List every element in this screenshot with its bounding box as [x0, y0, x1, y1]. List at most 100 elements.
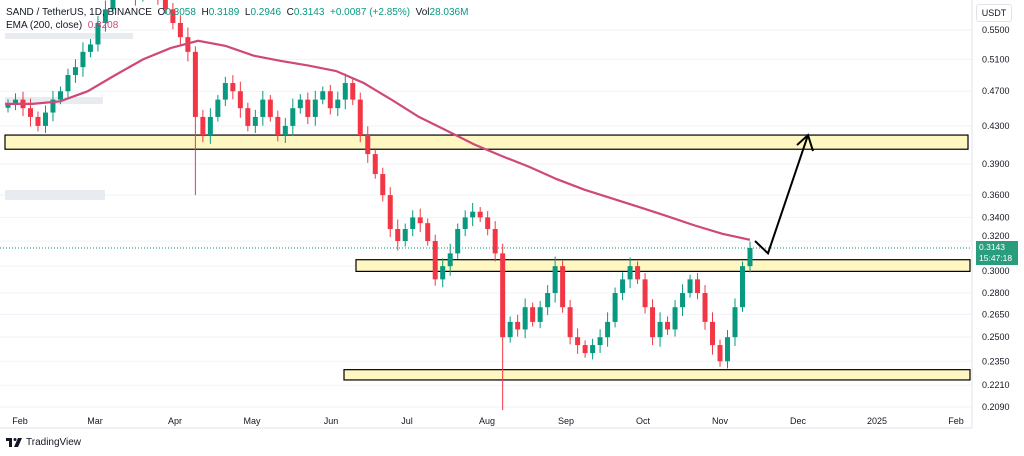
candle-body [170, 9, 176, 23]
x-tick-label: 2025 [867, 416, 887, 426]
y-tick-label: 0.2350 [982, 356, 1010, 366]
candle-body [545, 293, 551, 308]
y-tick-label: 0.5100 [982, 54, 1010, 64]
candle-body [530, 307, 536, 322]
candle-body [470, 211, 476, 218]
candle-body [440, 266, 446, 280]
x-tick-label: May [243, 416, 261, 426]
candle-body [410, 217, 416, 230]
low-label: L [244, 7, 251, 18]
candle-body [252, 116, 258, 126]
y-tick-label: 0.3200 [982, 231, 1010, 241]
x-tick-label: Feb [12, 416, 28, 426]
open-value: 0.3058 [165, 7, 196, 18]
candle-body [747, 248, 753, 267]
candle-body [665, 321, 671, 330]
candle-body [290, 108, 296, 126]
candle-body [177, 22, 183, 38]
candle-body [380, 174, 386, 196]
x-tick-label: Oct [636, 416, 651, 426]
candle-body [485, 217, 491, 230]
ema-label[interactable]: EMA (200, close) [6, 20, 83, 31]
candle-body [635, 266, 641, 280]
candle-body [312, 99, 318, 117]
y-tick-label: 0.3600 [982, 190, 1010, 200]
candle-body [275, 116, 281, 136]
brand-name: TradingView [26, 437, 82, 448]
y-tick-label: 0.3400 [982, 212, 1010, 222]
candle-body [335, 99, 341, 109]
candle-body [717, 345, 723, 362]
candle-body [237, 91, 243, 109]
x-tick-label: Nov [712, 416, 729, 426]
x-tick-label: Sep [558, 416, 574, 426]
candle-body [605, 321, 611, 338]
open-label: O [157, 7, 166, 18]
high-value: 0.3189 [208, 7, 240, 18]
chart-legend: SAND / TetherUS, 1D, BINANCE O0.3058 H0.… [6, 6, 468, 32]
candle-body [725, 337, 731, 362]
candle-body [12, 99, 18, 104]
tradingview-logo[interactable]: TradingView [6, 437, 81, 448]
y-tick-label: 0.2210 [982, 380, 1010, 390]
candle-body [245, 108, 251, 126]
plot-area [0, 0, 972, 410]
candle-body [740, 266, 746, 308]
candle-body [327, 91, 333, 109]
candle-body [447, 253, 453, 267]
close-label: C [286, 7, 294, 18]
tradingview-logo-icon [6, 438, 22, 447]
y-tick-label: 0.2800 [982, 288, 1010, 298]
candle-body [710, 321, 716, 346]
candle-body [680, 293, 686, 308]
candle-body [462, 217, 468, 230]
y-tick-label: 0.4300 [982, 121, 1010, 131]
candle-body [35, 116, 41, 126]
candle-body [72, 67, 78, 76]
candle-body [620, 279, 626, 294]
candle-body [432, 241, 438, 280]
y-tick-label: 0.2650 [982, 309, 1010, 319]
candle-body [372, 154, 378, 175]
symbol-title[interactable]: SAND / TetherUS, 1D, BINANCE [6, 7, 152, 18]
support-resistance-zone [343, 369, 971, 381]
candle-body [575, 337, 581, 346]
candle-body [425, 223, 431, 242]
x-tick-label: Aug [479, 416, 495, 426]
candle-body [702, 293, 708, 322]
x-tick-label: Jun [324, 416, 339, 426]
projection-arrow [754, 134, 809, 256]
candle-body [282, 125, 288, 136]
currency-selector[interactable]: USDT [976, 4, 1012, 22]
candle-body [365, 135, 371, 155]
candle-body [207, 116, 213, 136]
y-tick-label: 0.3900 [982, 159, 1010, 169]
candle-body [297, 99, 303, 109]
ema-value: 0.3208 [87, 20, 119, 31]
y-tick-label: 0.5500 [982, 25, 1010, 35]
y-tick-label: 0.3000 [982, 266, 1010, 276]
candle-body [402, 229, 408, 242]
candle-body [552, 266, 558, 294]
candle-body [477, 211, 483, 218]
support-resistance-zone [355, 259, 971, 272]
candle-body [732, 307, 738, 338]
candle-body [65, 75, 71, 92]
bar-countdown: 15:47:18 [979, 253, 1013, 263]
candle-body [597, 337, 603, 346]
candle-body [110, 0, 116, 10]
last-price-badge: 0.3143 15:47:18 [976, 241, 1018, 265]
candle-body [387, 195, 393, 230]
y-tick-label: 0.4700 [982, 86, 1010, 96]
high-label: H [201, 7, 209, 18]
candle-body [560, 266, 566, 308]
candle-body [515, 321, 521, 330]
candle-body [582, 345, 588, 354]
x-tick-label: Dec [790, 416, 807, 426]
candle-body [657, 321, 663, 338]
indicator-placeholder [5, 190, 105, 200]
candle-body [320, 91, 326, 100]
candle-body [455, 229, 461, 254]
candle-body [357, 99, 363, 136]
